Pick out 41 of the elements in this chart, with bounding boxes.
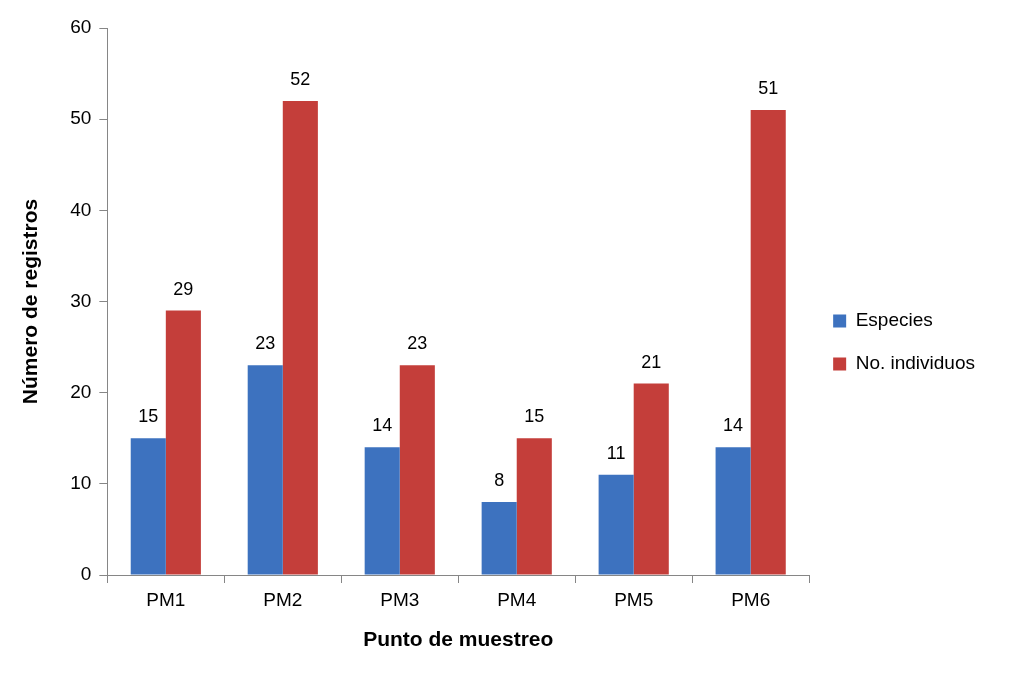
data-label: 15 bbox=[138, 406, 159, 427]
data-label: 23 bbox=[407, 333, 428, 354]
bar bbox=[481, 502, 517, 575]
x-tick-label: PM6 bbox=[731, 588, 771, 610]
y-tick-label: 10 bbox=[70, 472, 92, 494]
y-tick-label: 30 bbox=[70, 289, 92, 311]
x-tick-label: PM3 bbox=[380, 588, 420, 610]
legend-label: Especies bbox=[855, 309, 933, 331]
data-label: 29 bbox=[173, 278, 194, 299]
data-label: 51 bbox=[758, 78, 779, 99]
x-axis-title: Punto de muestreo bbox=[363, 627, 554, 651]
data-label: 11 bbox=[606, 442, 626, 463]
x-tick-label: PM4 bbox=[497, 588, 537, 610]
bar bbox=[399, 365, 435, 575]
y-axis-title: Número de registros bbox=[18, 198, 42, 405]
y-tick-label: 50 bbox=[70, 107, 92, 129]
y-tick-label: 40 bbox=[70, 198, 92, 220]
bar bbox=[750, 110, 786, 575]
data-label: 14 bbox=[723, 415, 744, 436]
bar bbox=[516, 438, 552, 575]
y-tick-label: 20 bbox=[70, 380, 92, 402]
bar bbox=[633, 383, 669, 575]
bar bbox=[282, 100, 318, 575]
bar bbox=[598, 474, 634, 575]
bar bbox=[165, 310, 201, 575]
data-label: 8 bbox=[494, 470, 505, 491]
data-label: 14 bbox=[372, 415, 393, 436]
data-label: 52 bbox=[290, 68, 311, 89]
x-tick-label: PM5 bbox=[614, 588, 654, 610]
data-label: 23 bbox=[255, 333, 276, 354]
y-tick-label: 60 bbox=[70, 16, 92, 38]
bar bbox=[247, 365, 283, 575]
data-label: 21 bbox=[641, 351, 662, 372]
bar bbox=[130, 438, 166, 575]
x-tick-label: PM1 bbox=[146, 588, 186, 610]
x-tick-label: PM2 bbox=[263, 588, 303, 610]
data-label: 15 bbox=[524, 406, 545, 427]
bar bbox=[364, 447, 400, 575]
y-tick-label: 0 bbox=[80, 563, 92, 585]
bar bbox=[715, 447, 751, 575]
legend-label: No. individuos bbox=[855, 352, 975, 374]
